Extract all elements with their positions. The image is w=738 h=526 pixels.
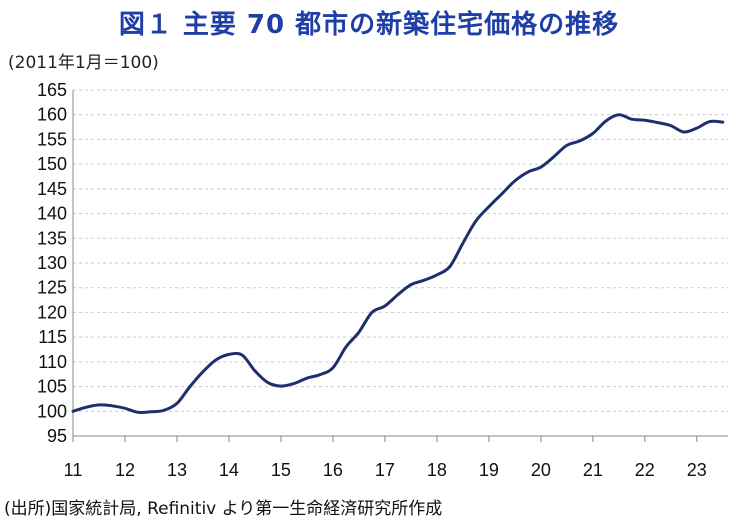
x-tick-label-14: 14	[219, 460, 239, 480]
y-tick-label-160: 160	[37, 105, 67, 125]
series-group	[71, 113, 725, 415]
y-tick-label-165: 165	[37, 80, 67, 100]
y-tick-label-125: 125	[37, 278, 67, 298]
x-axis	[72, 90, 728, 442]
x-tick-labels: 11 12 13 14 15 16 17 18 19 20 21 22 23	[64, 460, 707, 480]
x-tick-label-20: 20	[531, 460, 551, 480]
y-tick-label-100: 100	[37, 401, 67, 421]
y-tick-label-95: 95	[47, 426, 67, 446]
x-tick-label-12: 12	[115, 460, 135, 480]
x-tick-label-17: 17	[375, 460, 395, 480]
x-tick-label-13: 13	[167, 460, 187, 480]
y-tick-label-105: 105	[37, 377, 67, 397]
y-axis-unit-label: (2011年1月＝100)	[8, 53, 159, 73]
source-note: (出所)国家統計局, Refinitiv より第一生命経済研究所作成	[4, 499, 443, 519]
y-tick-label-150: 150	[37, 154, 67, 174]
y-tick-label-135: 135	[37, 228, 67, 248]
y-tick-label-120: 120	[37, 302, 67, 322]
y-tick-label-110: 110	[38, 352, 67, 372]
y-tick-label-155: 155	[37, 129, 67, 149]
y-tick-label-145: 145	[37, 179, 67, 199]
y-tick-label-140: 140	[37, 204, 67, 224]
x-tick-label-16: 16	[323, 460, 343, 480]
x-tick-label-19: 19	[479, 460, 499, 480]
x-tick-label-15: 15	[271, 460, 291, 480]
y-tick-label-115: 115	[38, 327, 67, 347]
x-tick-label-18: 18	[427, 460, 447, 480]
x-tick-label-21: 21	[583, 460, 603, 480]
y-tick-label-130: 130	[37, 253, 67, 273]
y-tick-labels: 95 100 105 110 115 120 125 130 135 140 145 150 155 16…	[37, 80, 67, 446]
x-tick-label-11: 11	[64, 460, 83, 480]
x-tick-label-22: 22	[635, 460, 655, 480]
x-tick-label-23: 23	[687, 460, 707, 480]
chart-title: 図１ 主要 70 都市の新築住宅価格の推移	[118, 10, 620, 40]
series-line-0	[71, 113, 725, 415]
gridlines	[73, 89, 728, 412]
